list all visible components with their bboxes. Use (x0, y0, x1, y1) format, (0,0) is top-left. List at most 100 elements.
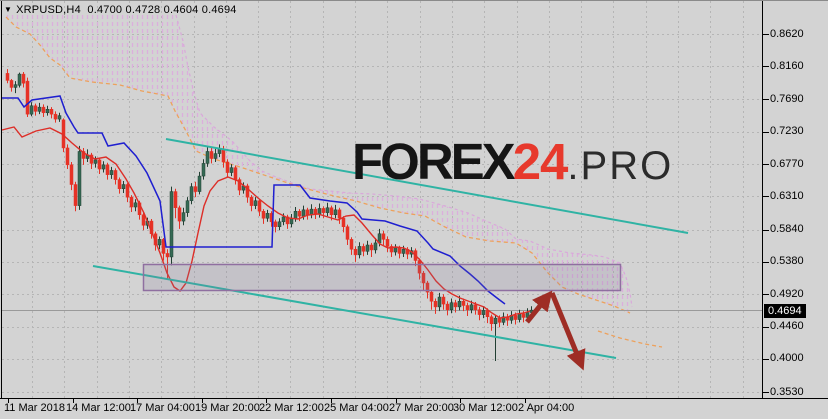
candle-bull (357, 242, 362, 259)
candle-bear (385, 236, 390, 253)
candle-bear (245, 183, 250, 203)
candle-bear (465, 302, 470, 317)
candle-bear (477, 306, 482, 321)
candle-bear (461, 298, 466, 312)
candle-bear (25, 77, 30, 117)
forecast-arrow (549, 292, 586, 371)
candle-bear (129, 195, 134, 212)
candle-bear (125, 183, 130, 203)
candle-bear (21, 71, 26, 88)
channel-resistance-line (165, 138, 689, 234)
candle-bear (117, 177, 122, 194)
candle-bear (237, 177, 242, 196)
time-axis-label: 22 Mar 12:00 (259, 402, 324, 414)
candle-bull (77, 145, 82, 210)
candle-bull (213, 148, 218, 163)
candle-bear (361, 243, 366, 257)
candle-bull (365, 240, 370, 255)
candle-bear (453, 299, 458, 313)
candle-bull (45, 105, 50, 116)
candle-bull (181, 207, 186, 226)
candle-bear (161, 237, 166, 261)
candle-bear (341, 216, 346, 233)
candle-bull (309, 204, 314, 219)
forecast-arrow (525, 290, 553, 324)
candle-bear (89, 152, 94, 170)
watermark-pro: .PRO (567, 144, 674, 188)
time-axis-label: 25 Mar 04:00 (324, 402, 389, 414)
candle-bear (113, 168, 118, 185)
price-axis-label: 0.8620 (770, 27, 804, 40)
candle-bear (445, 301, 450, 316)
candle-bull (293, 207, 298, 222)
candle-bull (265, 209, 270, 222)
candle-bear (261, 209, 266, 224)
candle-bull (57, 112, 62, 122)
senkou-span-b-tail (597, 330, 663, 348)
candle-bear (305, 207, 310, 220)
candle-bear (429, 290, 434, 310)
candle-bear (489, 314, 494, 331)
candle-bear (33, 103, 38, 116)
kijun-sen-line (2, 95, 506, 305)
forex24pro-watermark: FOREX24.PRO (352, 132, 673, 191)
chevron-down-icon: ▼ (4, 5, 13, 14)
candle-bull (205, 146, 210, 167)
candle-bear (313, 207, 318, 219)
price-axis-label: 0.4000 (770, 352, 804, 365)
candle-bear (353, 246, 358, 262)
candle-bear (209, 147, 214, 164)
candle-bear (225, 159, 230, 178)
candle-bear (105, 162, 110, 180)
candle-bear (505, 313, 510, 326)
current-price-badge: 0.4694 (764, 303, 806, 318)
candle-bull (493, 315, 498, 362)
candle-bull (201, 159, 206, 180)
watermark-24: 24 (512, 133, 569, 190)
resistance-zone-rect (142, 263, 622, 292)
candle-bear (177, 205, 182, 229)
candle-bear (53, 111, 58, 123)
candle-bull (185, 197, 190, 217)
candle-bear (249, 195, 254, 212)
candle-bull (197, 171, 202, 195)
candle-bull (189, 183, 194, 205)
candle-bull (121, 180, 126, 193)
candle-bear (73, 181, 78, 212)
candle-bear (349, 237, 354, 255)
ohlc-low: 0.4604 (163, 4, 199, 16)
price-axis-label: 0.7690 (770, 92, 804, 105)
candle-bull (481, 306, 486, 319)
price-axis-label: 0.8160 (770, 59, 804, 72)
candle-bear (389, 244, 394, 257)
candle-bull (437, 292, 442, 312)
candle-bear (337, 207, 342, 224)
candle-bull (517, 309, 522, 323)
candle-bull (109, 166, 114, 179)
candle-bear (257, 198, 262, 217)
candle-bear (5, 69, 10, 84)
senkou-span-a-line (175, 14, 633, 308)
symbol-label: XRPUSD,H4 (16, 4, 81, 16)
time-axis-label: 14 Mar 12:00 (66, 402, 131, 414)
candle-bull (325, 202, 330, 217)
candle-bull (253, 197, 258, 210)
candle-bear (425, 280, 430, 299)
candle-bear (433, 298, 438, 314)
time-axis-label: 11 Mar 2018 (4, 402, 65, 414)
time-axis-label: 17 Mar 04:00 (130, 402, 195, 414)
candle-bear (193, 181, 198, 198)
candle-bull (277, 218, 282, 231)
candle-bull (333, 204, 338, 219)
price-axis-label: 0.5380 (770, 255, 804, 268)
candle-bull (169, 186, 174, 266)
ohlc-open: 0.4700 (87, 4, 123, 16)
price-axis-label: 0.4460 (770, 320, 804, 333)
time-axis-label: 19 Mar 20:00 (195, 402, 260, 414)
candle-bear (97, 157, 102, 174)
candle-bull (17, 72, 22, 88)
candle-bear (369, 242, 374, 257)
time-axis-label: 30 Mar 12:00 (453, 402, 518, 414)
candle-bear (441, 294, 446, 310)
